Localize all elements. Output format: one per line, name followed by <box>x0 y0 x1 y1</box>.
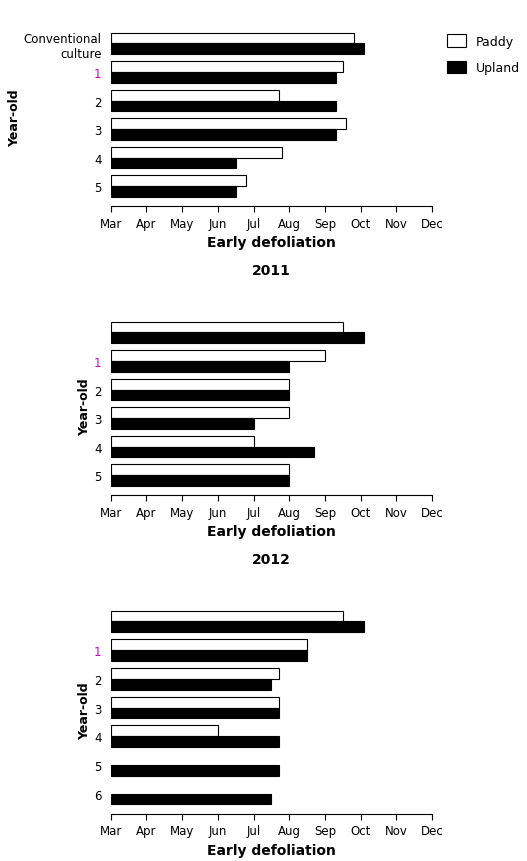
Bar <box>111 130 336 140</box>
Bar <box>111 350 325 362</box>
X-axis label: Early defoliation: Early defoliation <box>207 524 336 538</box>
Bar <box>111 765 279 776</box>
Bar <box>111 679 271 690</box>
Bar <box>111 475 289 486</box>
Bar <box>111 794 271 804</box>
Bar <box>111 708 279 719</box>
Bar <box>111 147 282 158</box>
Y-axis label: Year-old: Year-old <box>8 90 21 147</box>
Bar <box>111 322 343 333</box>
Bar <box>111 611 343 622</box>
Bar <box>111 362 289 373</box>
Bar <box>111 45 364 55</box>
Bar <box>111 418 253 430</box>
Bar <box>111 726 218 736</box>
Bar <box>111 90 279 102</box>
Bar <box>111 622 364 633</box>
Bar <box>111 736 279 747</box>
Bar <box>111 34 354 45</box>
Bar <box>111 447 314 458</box>
Text: 2012: 2012 <box>252 552 291 566</box>
Bar <box>111 177 247 187</box>
Bar <box>111 379 289 390</box>
Y-axis label: Year-old: Year-old <box>79 378 91 436</box>
Bar <box>111 119 346 130</box>
Bar <box>111 668 279 679</box>
Bar <box>111 697 279 708</box>
Bar <box>111 62 343 73</box>
X-axis label: Early defoliation: Early defoliation <box>207 236 336 250</box>
Legend: Paddy, Upland: Paddy, Upland <box>445 33 523 77</box>
Bar <box>111 333 364 344</box>
X-axis label: Early defoliation: Early defoliation <box>207 843 336 857</box>
Bar <box>111 102 336 112</box>
Bar <box>111 390 289 401</box>
Bar <box>111 465 289 475</box>
Bar <box>111 640 307 650</box>
Bar <box>111 437 253 447</box>
Bar <box>111 650 307 661</box>
Bar <box>111 158 236 170</box>
Bar <box>111 408 289 418</box>
Y-axis label: Year-old: Year-old <box>79 682 91 740</box>
Bar <box>111 187 236 198</box>
Text: 2011: 2011 <box>252 263 291 277</box>
Bar <box>111 73 336 84</box>
